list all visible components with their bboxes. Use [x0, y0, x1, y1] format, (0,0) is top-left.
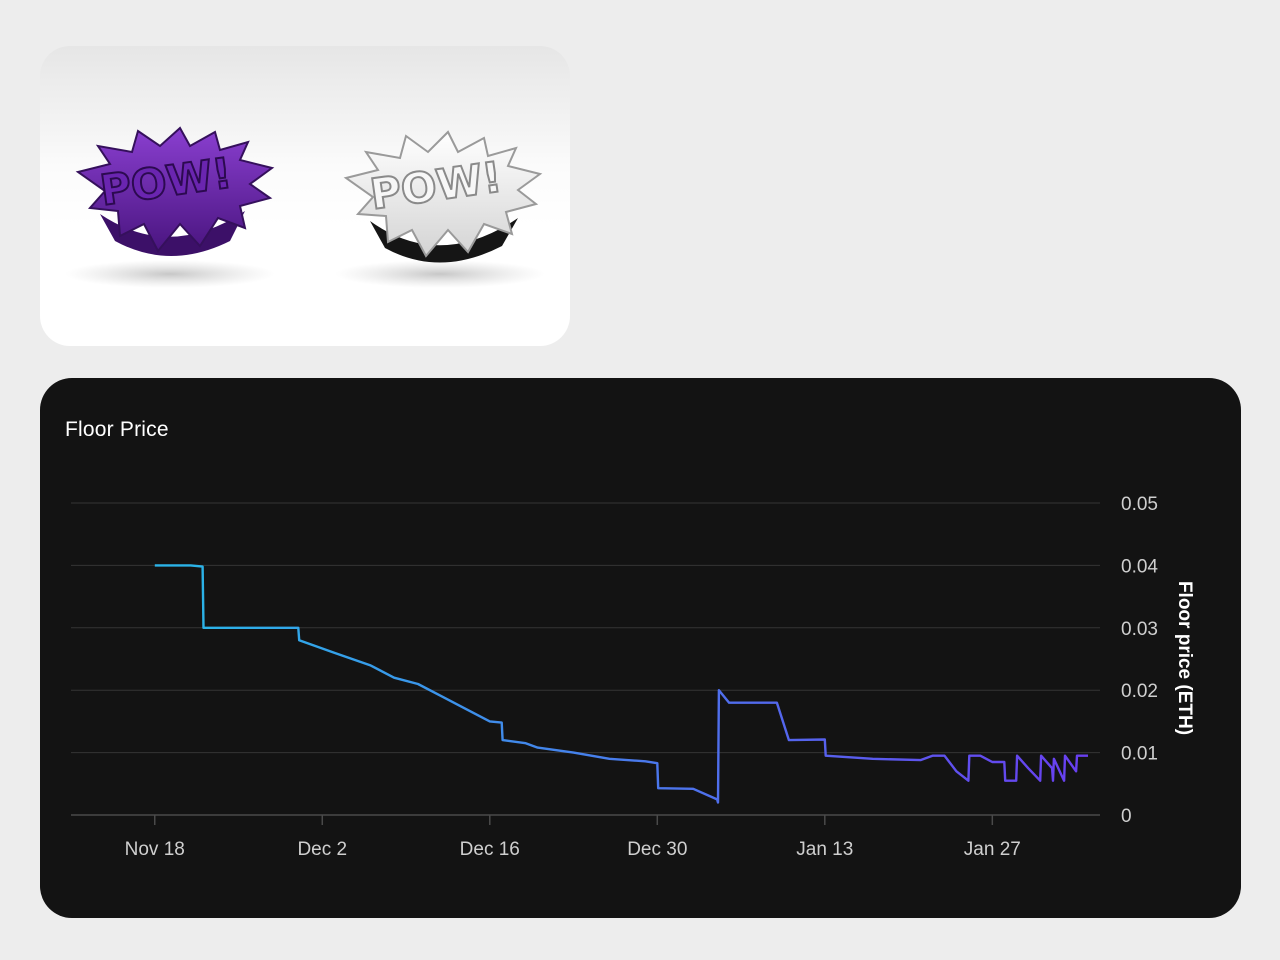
white-pow-ring: POW!: [343, 130, 543, 263]
y-tick-label: 0.01: [1121, 744, 1158, 765]
y-tick-label: 0.03: [1121, 619, 1158, 640]
y-tick-label: 0: [1121, 806, 1132, 827]
series-line: [154, 564, 1088, 804]
product-image: POW! POW!: [40, 46, 570, 346]
x-tick-label: Dec 30: [627, 839, 687, 860]
y-tick-label: 0.04: [1121, 556, 1158, 577]
purple-shadow: [65, 260, 275, 288]
x-tick-label: Jan 13: [796, 839, 853, 860]
purple-pow-ring: POW!: [75, 126, 275, 256]
x-tick-label: Dec 2: [297, 839, 347, 860]
x-tick-label: Dec 16: [460, 839, 520, 860]
floor-price-chart: Nov 18 Dec 2 Dec 16 Dec 30 Jan 13 Jan 27 0 0.0…: [71, 494, 1195, 860]
floor-price-chart-card: Floor Price Nov 18 Dec 2 Dec 16 Dec 30 Jan 1…: [40, 378, 1241, 918]
y-axis-label: Floor price (ETH): [1174, 581, 1195, 735]
pow-rings-illustration: POW! POW!: [65, 126, 545, 288]
chart-title: Floor Price: [65, 418, 169, 441]
y-tick-label: 0.05: [1121, 494, 1158, 515]
x-tick-label: Jan 27: [964, 839, 1021, 860]
y-tick-label: 0.02: [1121, 681, 1158, 702]
white-shadow: [335, 260, 545, 288]
x-tick-label: Nov 18: [125, 839, 185, 860]
